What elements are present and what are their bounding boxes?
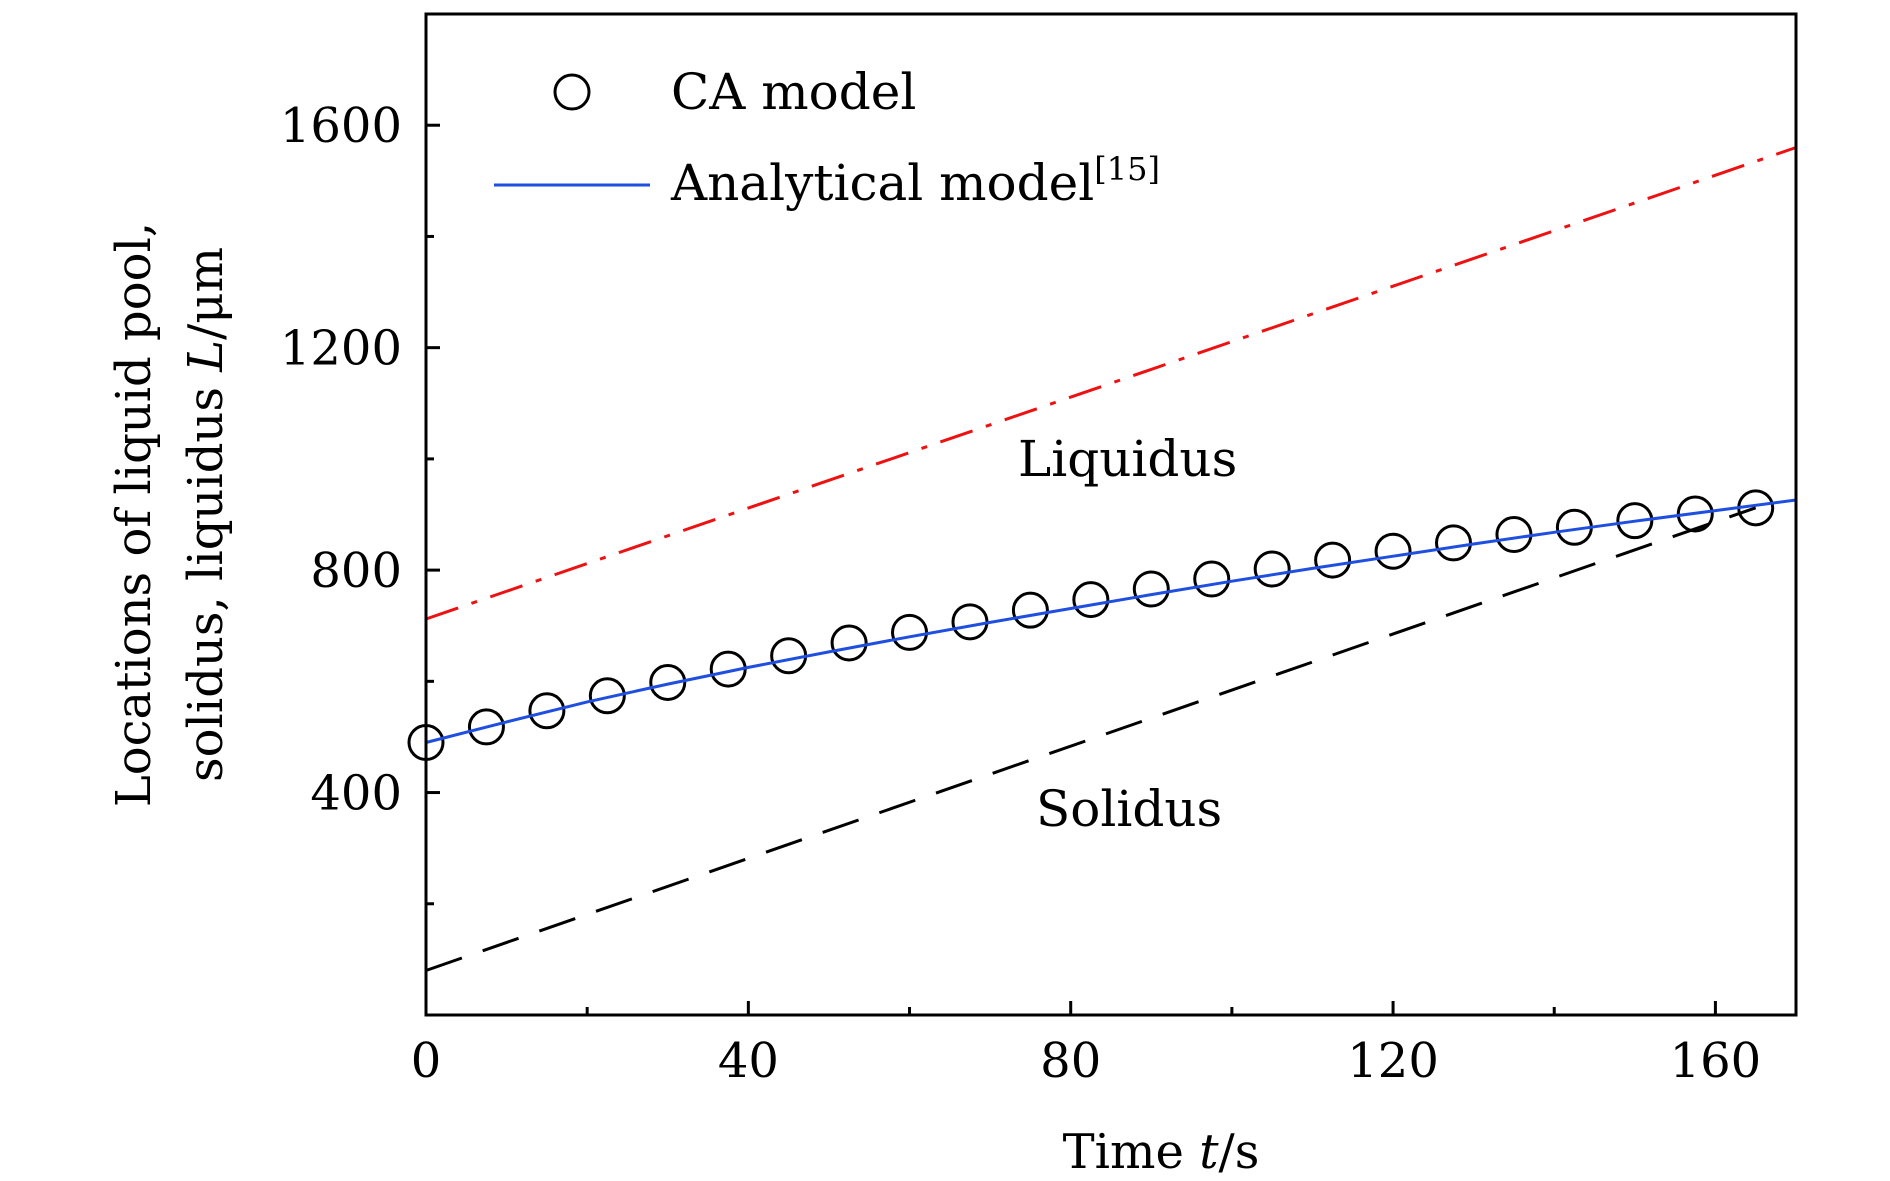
x-tick-label: 80 (1040, 1033, 1101, 1089)
ca-model-point (528, 692, 566, 730)
ca-model-point (951, 603, 989, 641)
ca-model-point (1072, 581, 1110, 619)
ca-model-point (1011, 591, 1049, 629)
y-tick-label: 800 (310, 543, 402, 599)
legend: CA model Analytical model[15] (494, 63, 1160, 212)
liquidus-annotation: Liquidus (1018, 430, 1237, 488)
y-axis-unit: /μm (178, 247, 234, 340)
y-tick-label: 1600 (280, 98, 402, 154)
legend-ca-marker (553, 73, 591, 111)
y-axis-title: Locations of liquid pool, solidus, liqui… (106, 222, 234, 807)
ca-model-point (588, 677, 626, 715)
ca-model-point (1616, 502, 1654, 540)
x-tick-label: 0 (411, 1033, 442, 1089)
major-ticks (424, 123, 1717, 1015)
ca-model-markers (407, 489, 1775, 762)
legend-ca-label: CA model (671, 63, 916, 121)
x-axis-title-text: Time (1063, 1124, 1184, 1180)
ca-model-point (1435, 524, 1472, 562)
liquidus-line (425, 146, 1797, 621)
ca-model-point (649, 663, 687, 701)
y-axis-title-line2-text: solidus, liquidus (178, 387, 234, 782)
ca-model-point (1193, 560, 1231, 598)
x-tick-label: 160 (1670, 1033, 1762, 1089)
ca-model-point (891, 613, 929, 651)
tick-labels: 0 40 80 120 160 400 800 1200 1600 (280, 98, 1761, 1089)
x-tick-label: 120 (1347, 1033, 1439, 1089)
y-tick-label: 400 (310, 766, 402, 822)
series-layer (407, 146, 1797, 972)
ca-model-point (770, 637, 808, 675)
x-tick-label: 40 (718, 1033, 779, 1089)
ca-model-point (1374, 532, 1412, 570)
legend-analytical-superscript: [15] (1094, 150, 1160, 188)
legend-analytical-label: Analytical model[15] (670, 150, 1160, 212)
y-axis-variable: L (178, 340, 234, 373)
y-axis-title-space (178, 372, 234, 387)
y-axis-title-line1: Locations of liquid pool, (106, 222, 162, 807)
ca-model-point (1132, 570, 1170, 608)
plot-frame (424, 12, 1798, 1017)
x-axis-title-space (1184, 1124, 1199, 1180)
y-axis-title-line2: solidus, liquidus L/μm (178, 247, 234, 782)
x-axis-variable: t (1199, 1124, 1219, 1180)
minor-ticks (426, 234, 1556, 1015)
ca-model-point (1676, 495, 1714, 533)
ca-model-point (467, 708, 505, 746)
legend-analytical-main: Analytical model (670, 154, 1094, 212)
y-tick-label: 1200 (280, 321, 402, 377)
ca-model-point (830, 624, 868, 662)
solidus-annotation: Solidus (1036, 780, 1222, 838)
solidus-line (425, 506, 1757, 972)
x-axis-title: Time t/s (1063, 1124, 1260, 1180)
x-axis-unit: /s (1219, 1124, 1260, 1180)
ca-model-point (1495, 516, 1533, 554)
ca-model-point (1253, 550, 1291, 588)
ca-model-point (1314, 541, 1352, 579)
analytical-model-line (425, 498, 1797, 744)
